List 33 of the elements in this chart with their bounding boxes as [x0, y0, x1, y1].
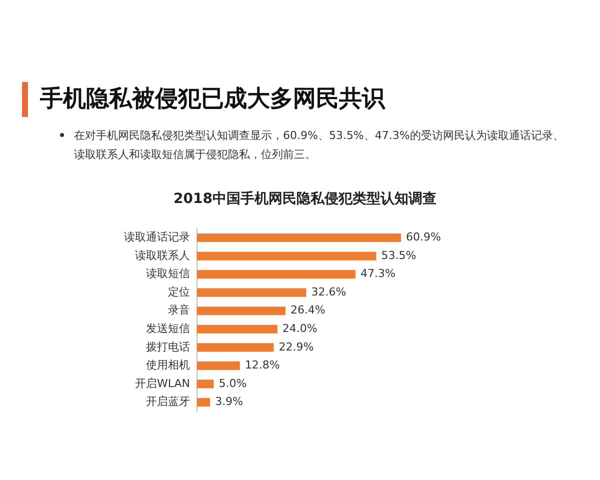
bar: [197, 343, 274, 352]
y-tick-label: 发送短信: [146, 322, 190, 335]
bar: [197, 306, 286, 316]
y-tick-label: 定位: [168, 285, 190, 298]
data-label: 3.9%: [215, 395, 244, 408]
y-tick-label: 开启WLAN: [134, 376, 190, 390]
bar: [197, 361, 240, 370]
y-tick-label: 拨打电话: [146, 340, 190, 354]
bar: [197, 324, 278, 334]
y-tick-label: 录音: [168, 304, 190, 317]
data-label: 26.4%: [290, 304, 326, 317]
data-label: 60.9%: [406, 230, 441, 244]
data-label: 12.8%: [244, 358, 280, 372]
chart-title: 手机隐私被侵犯已成大多网民共识: [40, 85, 385, 114]
bar: [197, 398, 210, 407]
bar: [197, 233, 402, 242]
y-tick-label: 读取通话记录: [124, 230, 190, 244]
data-label: 24.0%: [282, 322, 318, 335]
data-label: 47.3%: [360, 267, 396, 280]
data-label: 5.0%: [218, 376, 247, 390]
bar: [197, 288, 306, 297]
data-label: 53.5%: [381, 248, 416, 262]
bar: [197, 380, 214, 388]
y-tick-label: 开启蓝牙: [146, 395, 190, 408]
data-label: 32.6%: [311, 285, 346, 298]
bar: [197, 270, 356, 279]
y-tick-label: 使用相机: [146, 358, 190, 372]
y-tick-label: 读取短信: [146, 267, 190, 280]
text: 2018中国手机网民隐私侵犯类型认知调查: [172, 190, 438, 208]
data-label: 22.9%: [278, 340, 314, 354]
chart-subtitle: 在对手机网民隐私侵犯类型认知调查显示，60.9%、53.5%、47.3%的受访网民认为读取通话记录、读取联系人和读取短信属于侵犯隐私，位列前三。: [74, 128, 565, 163]
y-tick-label: 读取联系人: [135, 248, 190, 262]
bar: [197, 252, 376, 260]
